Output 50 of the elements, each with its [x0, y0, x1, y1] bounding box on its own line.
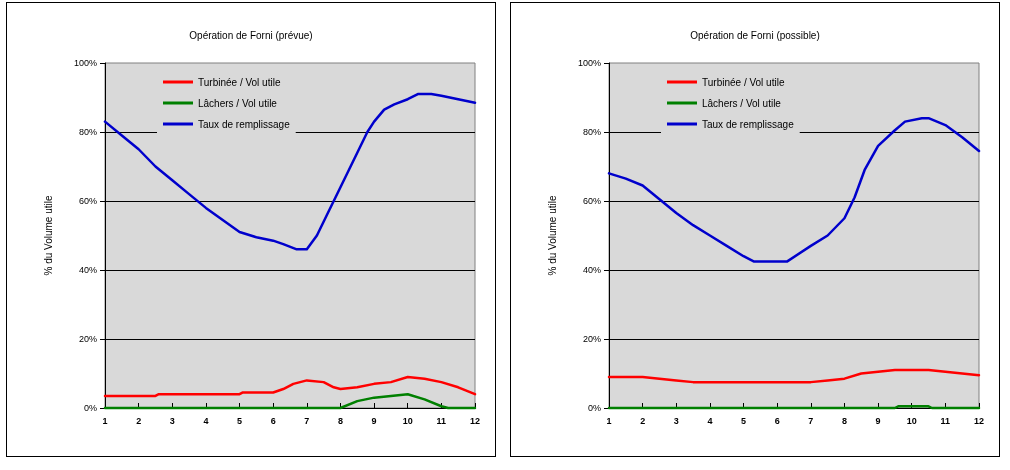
x-tick-label: 4	[203, 415, 209, 426]
x-tick-label: 7	[808, 415, 814, 426]
y-tick-label: 20%	[582, 334, 601, 344]
y-tick-label: 60%	[582, 196, 601, 206]
y-tick-label: 40%	[78, 265, 97, 275]
x-tick-label: 12	[469, 415, 481, 426]
x-tick-label: 3	[673, 415, 679, 426]
chart-title: Opération de Forni (possible)	[690, 29, 820, 41]
x-tick-label: 2	[136, 415, 142, 426]
y-tick-label: 80%	[78, 127, 97, 137]
x-tick-label: 10	[906, 415, 917, 426]
x-tick-label: 1	[606, 415, 612, 426]
x-tick-label: 11	[436, 415, 447, 426]
y-tick-label: 100%	[73, 58, 97, 68]
legend-label: Turbinée / Vol utile	[702, 76, 785, 88]
x-tick-label: 9	[371, 415, 377, 426]
line-series	[103, 92, 477, 251]
x-tick-label: 5	[237, 415, 243, 426]
y-tick-label: 100%	[577, 58, 601, 68]
line-series	[103, 375, 477, 398]
legend-label: Lâchers / Vol utile	[198, 97, 278, 109]
x-tick-label: 10	[402, 415, 413, 426]
line-series	[607, 368, 981, 384]
y-axis-title: % du Volume utile	[546, 195, 558, 276]
x-tick-label: 8	[337, 415, 343, 426]
x-tick-label: 7	[304, 415, 310, 426]
x-tick-label: 6	[774, 415, 780, 426]
x-tick-label: 9	[875, 415, 881, 426]
y-tick-label: 80%	[582, 127, 601, 137]
x-tick-label: 8	[841, 415, 847, 426]
y-tick-label: 0%	[83, 403, 97, 413]
y-axis-title: % du Volume utile	[42, 195, 54, 276]
legend-label: Taux de remplissage	[198, 118, 291, 130]
y-tick-label: 60%	[78, 196, 97, 206]
legend-label: Taux de remplissage	[702, 118, 795, 130]
x-tick-label: 5	[741, 415, 747, 426]
y-tick-label: 20%	[78, 334, 97, 344]
chart-title: Opération de Forni (prévue)	[189, 29, 313, 41]
x-tick-label: 2	[640, 415, 646, 426]
x-tick-label: 12	[973, 415, 985, 426]
y-tick-label: 40%	[582, 265, 601, 275]
x-tick-label: 6	[270, 415, 276, 426]
line-series	[607, 116, 981, 263]
y-tick-label: 0%	[587, 403, 601, 413]
x-tick-label: 4	[707, 415, 713, 426]
x-tick-label: 11	[940, 415, 951, 426]
x-tick-label: 3	[169, 415, 175, 426]
x-tick-label: 1	[102, 415, 108, 426]
legend-label: Turbinée / Vol utile	[198, 76, 281, 88]
legend-label: Lâchers / Vol utile	[702, 97, 782, 109]
